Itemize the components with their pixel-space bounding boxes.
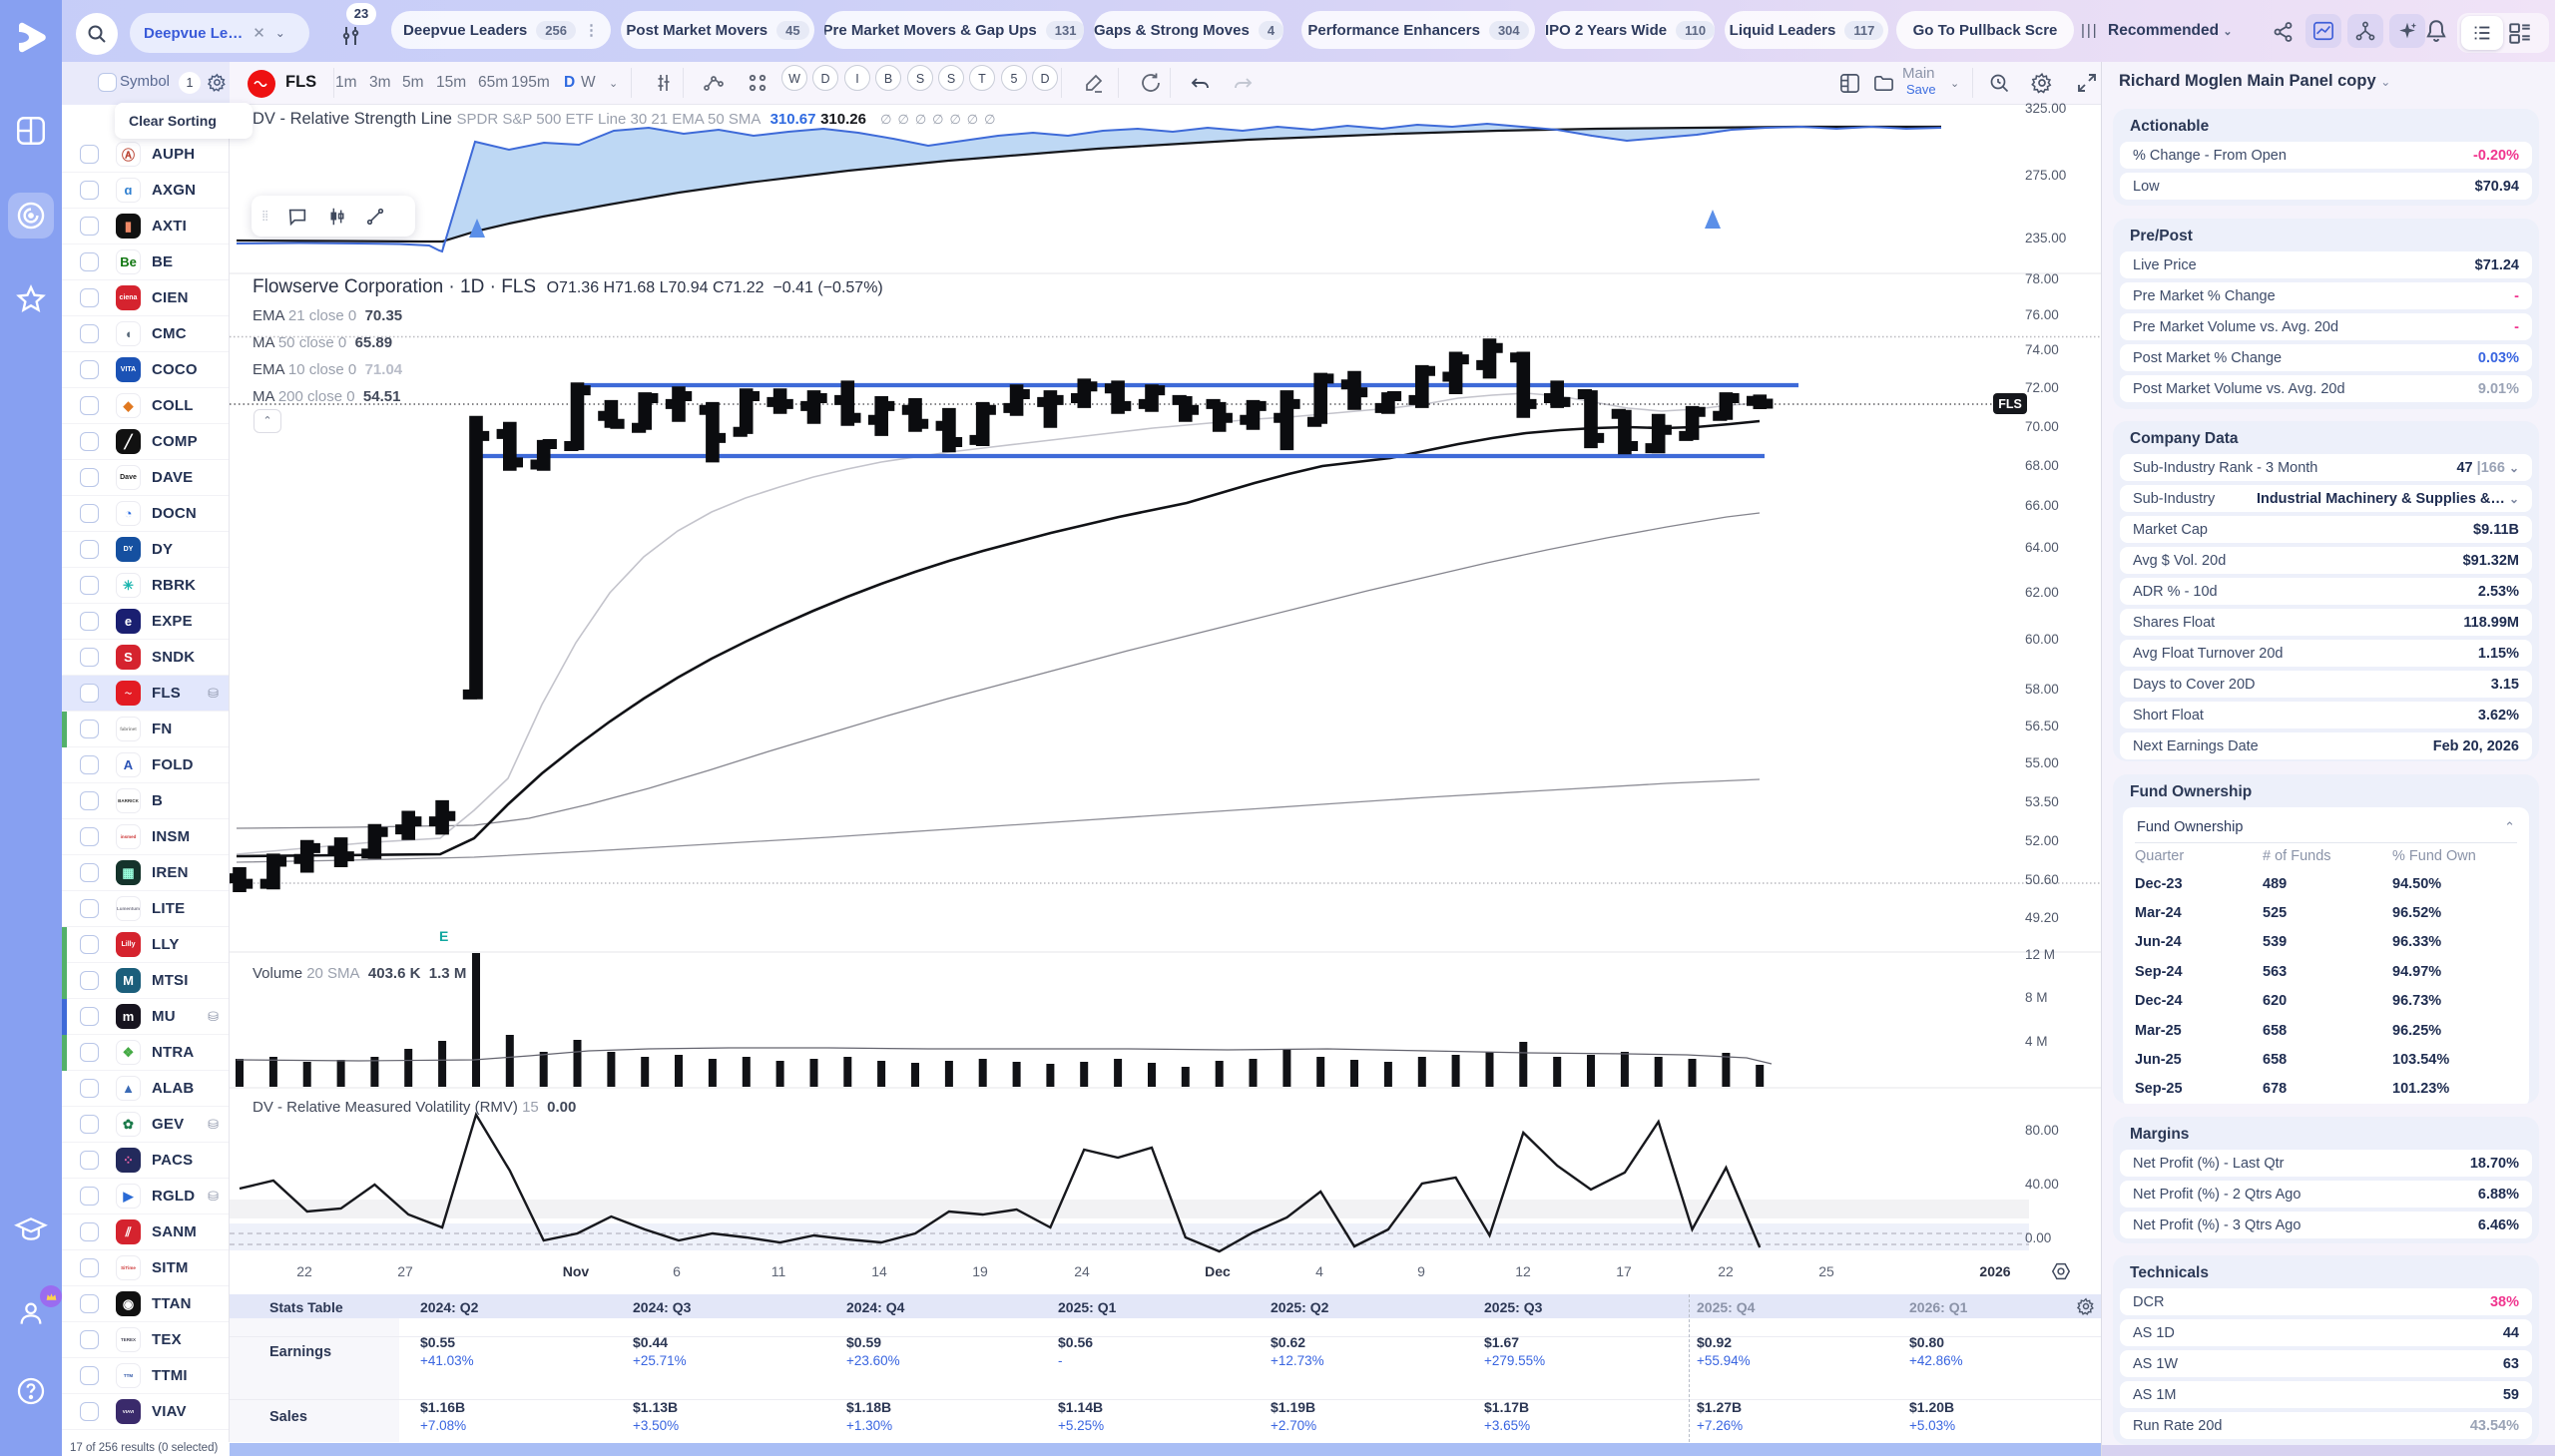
svg-text:E: E bbox=[439, 928, 448, 944]
svg-text:FLS: FLS bbox=[1998, 397, 2022, 411]
